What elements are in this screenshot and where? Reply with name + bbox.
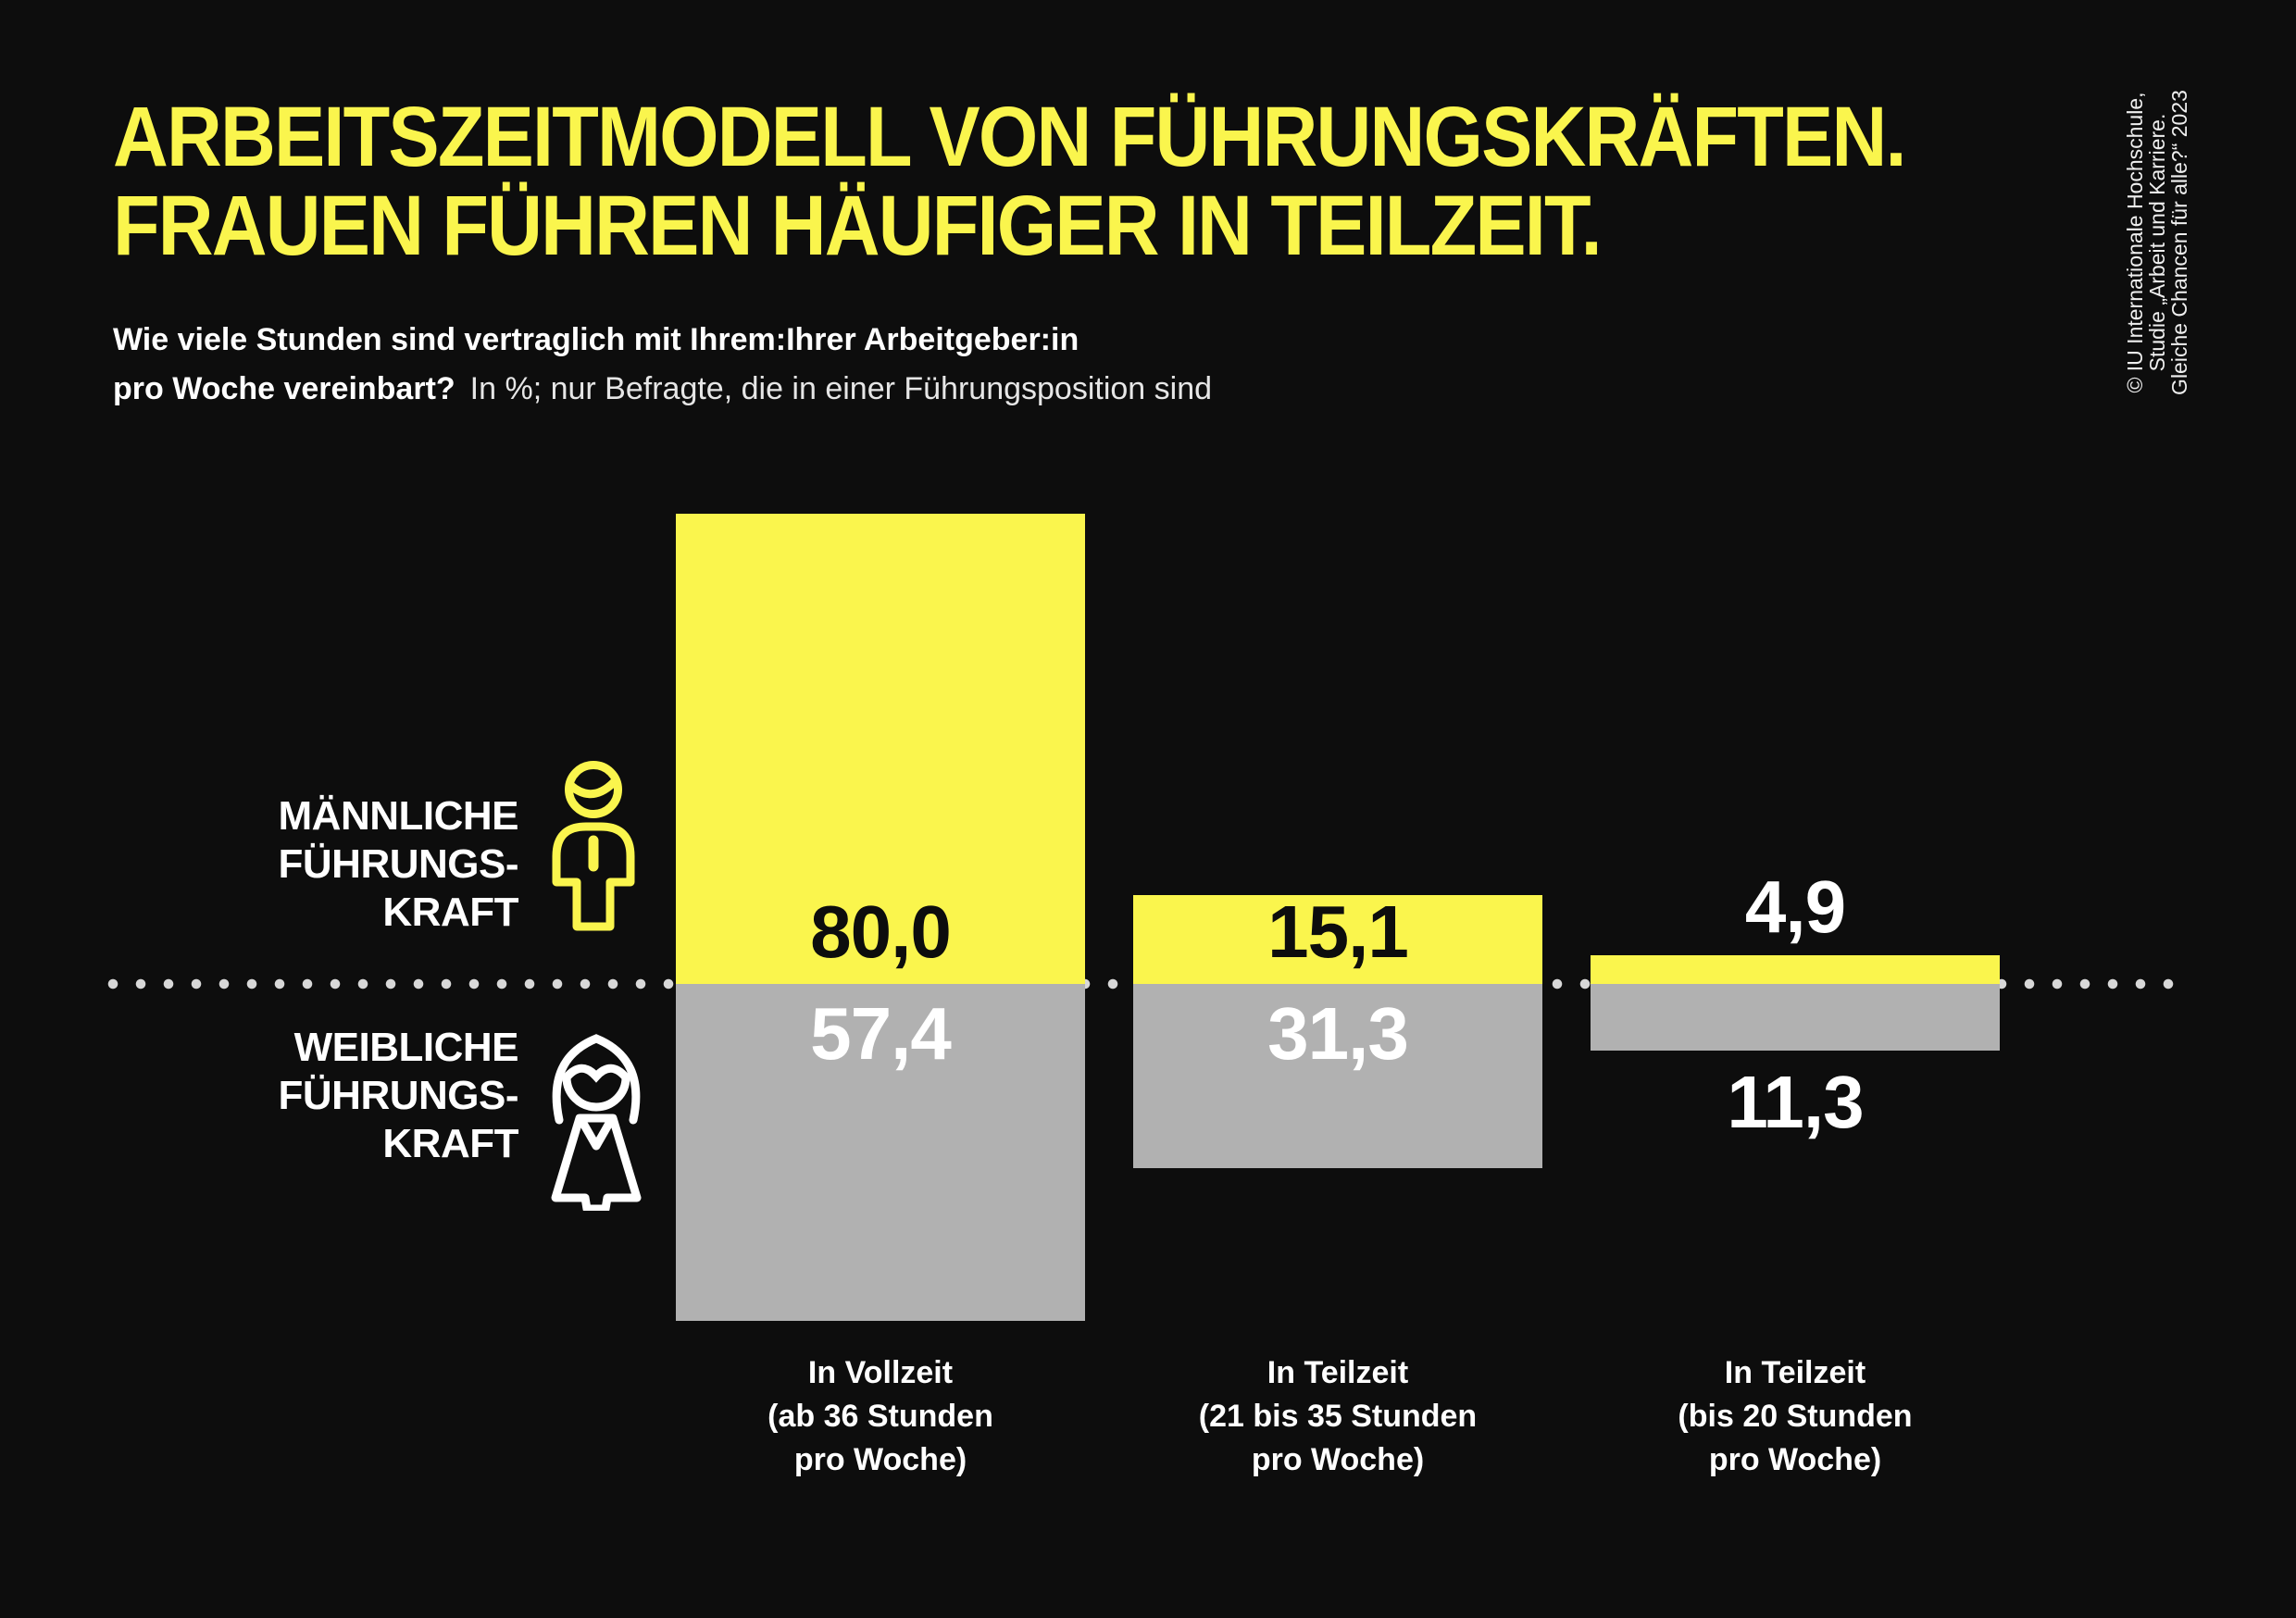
female-value-label: 57,4: [810, 992, 952, 1075]
bar-female-segment: [1133, 984, 1542, 1168]
bar-male-segment: [1591, 955, 2000, 984]
male-leaders-label-line: KRAFT: [382, 890, 518, 935]
male-value-label: 15,1: [1267, 890, 1409, 973]
axis-label-line: (ab 36 Stunden: [767, 1399, 993, 1434]
female-leaders-label-line: KRAFT: [382, 1121, 518, 1166]
axis-label-line: (bis 20 Stunden: [1678, 1399, 1913, 1434]
axis-category-label: In Teilzeit (21 bis 35 Stunden pro Woche): [1079, 1351, 1597, 1482]
axis-category-label: In Vollzeit (ab 36 Stunden pro Woche): [621, 1351, 1140, 1482]
female-value-label: 11,3: [1727, 1061, 1864, 1143]
male-leaders-label-line: FÜHRUNGS-: [278, 841, 519, 887]
female-value-label: 31,3: [1267, 992, 1409, 1075]
male-value-label: 4,9: [1744, 865, 1846, 948]
axis-label-line: (21 bis 35 Stunden: [1198, 1399, 1478, 1434]
female-leaders-label-line: FÜHRUNGS-: [278, 1073, 519, 1118]
survey-question-bold: pro Woche vereinbart?: [113, 371, 455, 406]
survey-question-line-1: Wie viele Stunden sind vertraglich mit I…: [113, 322, 1079, 357]
source-copyright: © IU Internationale Hochschule, Studie „…: [2123, 71, 2191, 414]
axis-label-line: In Vollzeit: [807, 1355, 954, 1390]
axis-label-line: In Teilzeit: [1267, 1355, 1409, 1390]
source-line: Studie „Arbeit und Karriere.: [2145, 113, 2169, 372]
male-person-icon: [548, 761, 639, 940]
female-person-icon: [544, 1029, 648, 1215]
survey-question-note: In %; nur Befragte, die in einer Führung…: [469, 371, 1213, 406]
axis-category-label: In Teilzeit (bis 20 Stunden pro Woche): [1536, 1351, 2054, 1482]
page-title-line-2: FRAUEN FÜHREN HÄUFIGER IN TEILZEIT.: [113, 179, 1603, 273]
axis-label-line: In Teilzeit: [1724, 1355, 1866, 1390]
axis-label-line: pro Woche): [793, 1442, 967, 1477]
bar-female-segment: [1591, 984, 2000, 1051]
bar-female-segment: [676, 984, 1085, 1321]
axis-label-line: pro Woche): [1251, 1442, 1425, 1477]
bar-male-segment: [676, 514, 1085, 984]
female-leaders-label-line: WEIBLICHE: [293, 1025, 519, 1070]
male-leaders-label-line: MÄNNLICHE: [278, 793, 519, 839]
axis-label-line: pro Woche): [1708, 1442, 1882, 1477]
page-title-line-1: ARBEITSZEITMODELL VON FÜHRUNGSKRÄFTEN.: [113, 90, 1906, 184]
bar-male-segment: [1133, 895, 1542, 984]
male-value-label: 80,0: [810, 890, 952, 973]
source-line: © IU Internationale Hochschule,: [2123, 92, 2147, 393]
source-line: Gleiche Chancen für alle?“ 2023: [2167, 90, 2191, 395]
survey-question-line-2: pro Woche vereinbart? In %; nur Befragte,…: [113, 371, 1212, 407]
male-leaders-label: MÄNNLICHE FÜHRUNGS- KRAFT: [167, 792, 519, 937]
female-leaders-label: WEIBLICHE FÜHRUNGS- KRAFT: [167, 1024, 519, 1168]
